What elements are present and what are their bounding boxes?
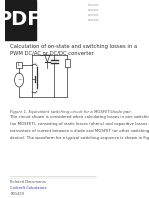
Text: Coilcraft Calculators: Coilcraft Calculators (10, 186, 47, 190)
Bar (16, 62, 22, 68)
Bar (5, 0, 36, 40)
Text: device). The waveform for a typical switching sequence is shown in Figure 2.: device). The waveform for a typical swit… (10, 136, 149, 140)
Text: Calculation of on-state and switching losses in a: Calculation of on-state and switching lo… (10, 44, 137, 49)
Text: PDF: PDF (0, 10, 41, 29)
Text: R01429: R01429 (10, 192, 24, 196)
Text: The circuit shown is considered when calculating losses in one switching device,: The circuit shown is considered when cal… (10, 115, 149, 119)
Text: Figure 1. Equivalent switching circuit for a MOSFET/diode pair: Figure 1. Equivalent switching circuit f… (10, 110, 131, 114)
Text: transistors of current between a diode and MOSFET (or other switching: transistors of current between a diode a… (10, 129, 149, 133)
Text: xxxxxxx
xxxxxxx
xxxxxxx
xxxxxxx: xxxxxxx xxxxxxx xxxxxxx xxxxxxx (88, 3, 99, 22)
Text: L: L (18, 63, 20, 67)
Text: Related Documents: Related Documents (10, 180, 46, 184)
Text: PWM DC/AC or DC/DC converter: PWM DC/AC or DC/DC converter (10, 50, 94, 55)
Bar (65, 59, 70, 67)
Text: ~: ~ (17, 77, 21, 83)
Text: (an MOSFET), consisting of static losses (ohmic) and capacitive losses or: (an MOSFET), consisting of static losses… (10, 122, 149, 126)
